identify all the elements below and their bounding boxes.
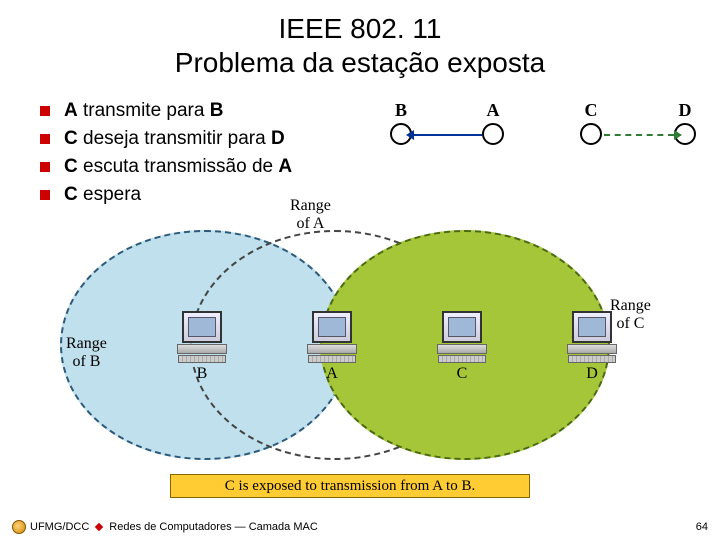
bullet-text: A transmite para B [64,100,223,122]
base-icon [177,344,227,354]
footer-logo-icon [12,520,26,534]
computer-label: D [566,365,618,383]
footer-left: UFMG/DCC Redes de Computadores — Camada … [12,520,318,534]
keyboard-icon [438,355,486,363]
base-icon [307,344,357,354]
bullet-list: A transmite para B C deseja transmitir pa… [40,100,292,212]
node-A: A [482,100,504,145]
computer-B: B [176,311,228,383]
node-label: D [674,100,696,121]
bullet-marker-icon [40,106,50,116]
node-C: C [580,100,602,145]
bullet-item: C deseja transmitir para D [40,128,292,150]
monitor-icon [572,311,612,343]
range-label: Rangeof B [66,335,107,370]
monitor-icon [182,311,222,343]
footer: UFMG/DCC Redes de Computadores — Camada … [12,520,708,534]
diamond-icon [95,523,103,531]
monitor-icon [442,311,482,343]
title-line-2: Problema da estação exposta [0,46,720,80]
arrow-a-to-b [414,134,482,136]
range-diagram: Rangeof BRangeof ARangeof CBACD [70,225,650,465]
bullet-item: A transmite para B [40,100,292,122]
bullet-item: C espera [40,184,292,206]
computer-label: B [176,365,228,383]
bullet-marker-icon [40,134,50,144]
node-label: A [482,100,504,121]
bullet-text: C escuta transmissão de A [64,156,292,178]
page-number: 64 [696,521,708,533]
computer-A: A [306,311,358,383]
bullet-marker-icon [40,190,50,200]
keyboard-icon [308,355,356,363]
node-circle-icon [482,123,504,145]
bullet-text: C espera [64,184,141,206]
base-icon [437,344,487,354]
node-circle-icon [580,123,602,145]
bullet-text: C deseja transmitir para D [64,128,285,150]
title-line-1: IEEE 802. 11 [0,12,720,46]
range-label: Rangeof A [290,197,331,232]
base-icon [567,344,617,354]
slide-title: IEEE 802. 11 Problema da estação exposta [0,0,720,79]
bullet-marker-icon [40,162,50,172]
computer-D: D [566,311,618,383]
computer-label: A [306,365,358,383]
caption-band: C is exposed to transmission from A to B… [170,474,530,498]
caption-text: C is exposed to transmission from A to B… [225,478,475,495]
footer-org: UFMG/DCC [30,521,89,533]
monitor-icon [312,311,352,343]
computer-C: C [436,311,488,383]
node-row-diagram: BACD [390,100,700,150]
keyboard-icon [178,355,226,363]
node-label: B [390,100,412,121]
arrow-c-to-d [604,134,674,136]
footer-course: Redes de Computadores — Camada MAC [109,521,317,533]
keyboard-icon [568,355,616,363]
node-label: C [580,100,602,121]
bullet-item: C escuta transmissão de A [40,156,292,178]
computer-label: C [436,365,488,383]
